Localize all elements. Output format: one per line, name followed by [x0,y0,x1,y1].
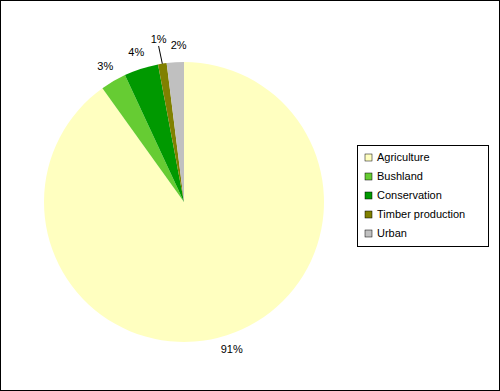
data-label: 3% [97,60,113,72]
legend-label: Timber production [377,208,465,220]
legend-swatch [365,173,372,180]
slice [44,62,324,342]
data-label: 91% [221,343,243,355]
legend-swatch [365,192,372,199]
data-label: 4% [128,46,144,58]
legend-label: Urban [377,227,407,239]
frame [1,1,500,391]
data-label: 2% [171,39,187,51]
legend: Agriculture Bushland Conservation Timber pr… [358,146,489,247]
data-label: 1% [151,33,167,45]
legend-swatch [365,211,372,218]
legend-label: Conservation [377,189,442,201]
data-labels: 91% 3% 4% 1% 2% [97,33,243,356]
legend-label: Bushland [377,170,423,182]
pie [44,62,324,342]
leader-line [159,46,163,64]
legend-label: Agriculture [377,151,430,163]
slice [167,62,184,202]
legend-box [358,146,489,247]
chart: 91% 3% 4% 1% 2% Agriculture Bushland Conservati… [0,0,500,391]
legend-swatch [365,230,372,237]
legend-swatch [365,154,372,161]
